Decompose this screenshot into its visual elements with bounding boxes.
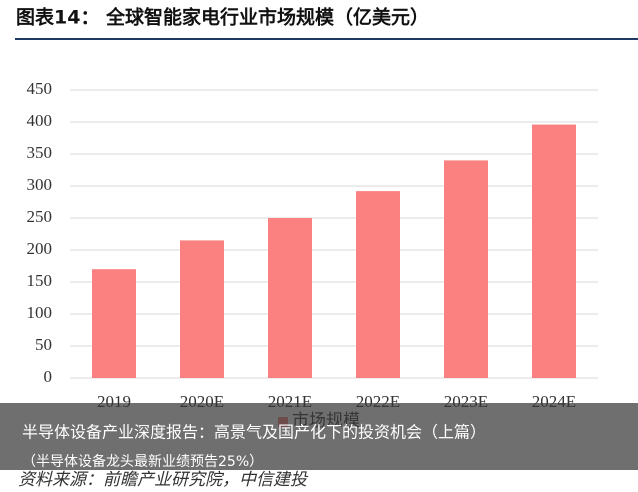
- bar: [180, 240, 224, 378]
- overlay-band: [0, 403, 638, 470]
- overlay-line: 半导体设备产业深度报告：高景气及国产化下的投资机会（上篇）: [22, 423, 486, 442]
- y-tick-label: 150: [27, 271, 53, 290]
- y-tick-label: 300: [27, 175, 53, 194]
- bar: [532, 124, 576, 378]
- bar: [92, 269, 136, 378]
- source-note: 资料来源：前瞻产业研究院，中信建投: [18, 470, 309, 489]
- chart-title: 图表14： 全球智能家电行业市场规模（亿美元）: [16, 6, 429, 29]
- bar: [444, 160, 488, 378]
- bar: [356, 191, 400, 378]
- y-tick-label: 0: [44, 367, 53, 386]
- y-tick-label: 100: [27, 303, 53, 322]
- y-tick-label: 200: [27, 239, 53, 258]
- overlay-line: （半导体设备龙头最新业绩预告25%）: [22, 453, 263, 470]
- y-tick-label: 350: [27, 143, 53, 162]
- bar: [268, 218, 312, 378]
- y-tick-label: 50: [35, 335, 52, 354]
- y-tick-label: 400: [27, 111, 53, 130]
- y-tick-label: 250: [27, 207, 53, 226]
- y-tick-label: 450: [27, 79, 53, 98]
